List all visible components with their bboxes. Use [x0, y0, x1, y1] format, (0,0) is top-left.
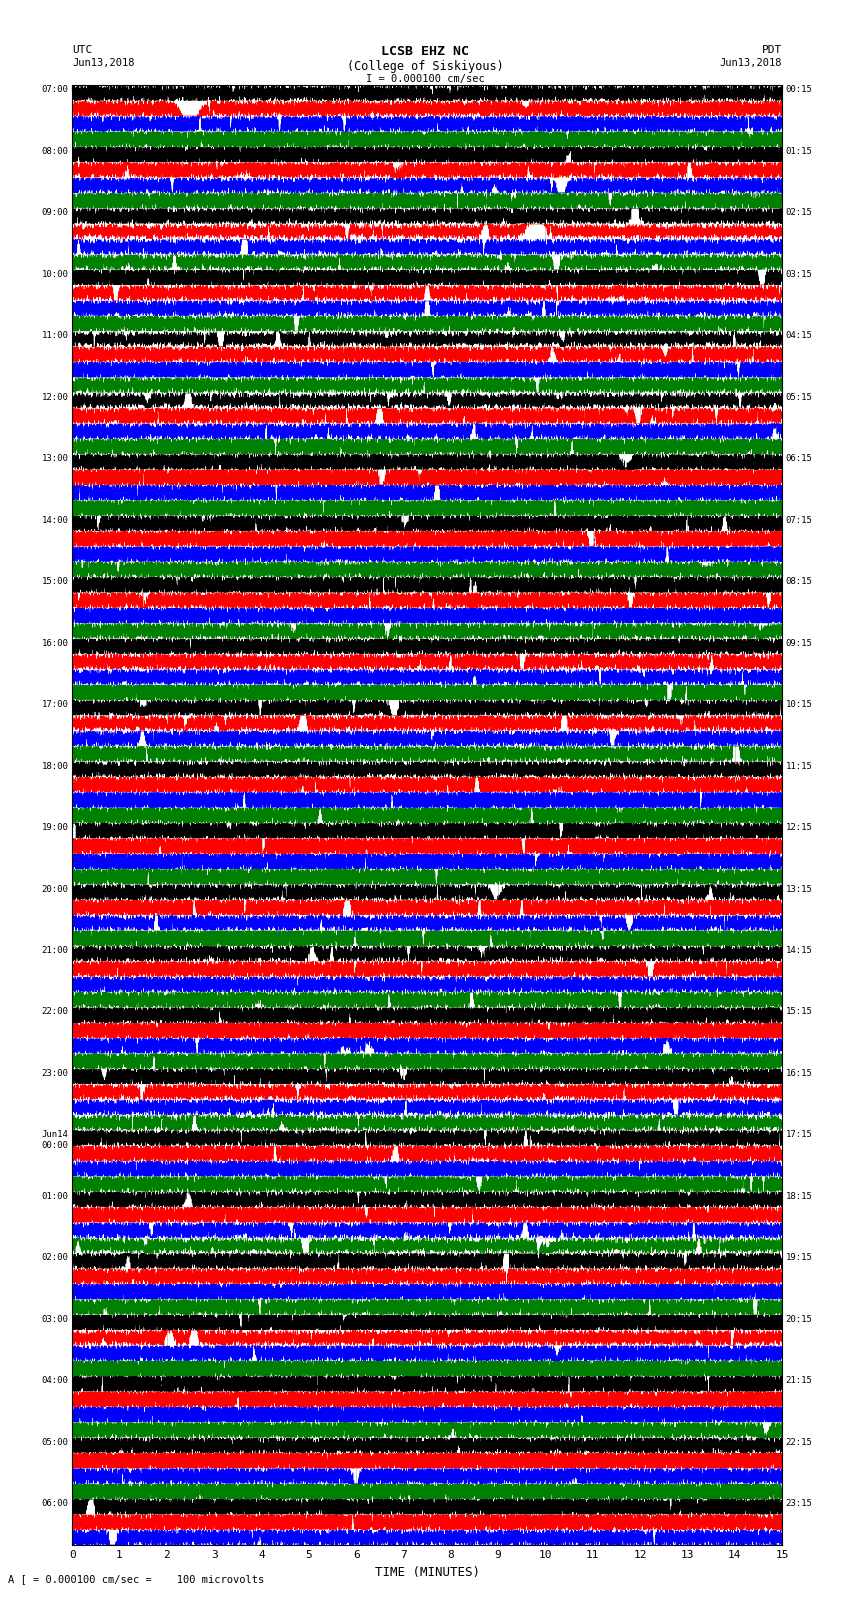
Text: A [ = 0.000100 cm/sec =    100 microvolts: A [ = 0.000100 cm/sec = 100 microvolts — [8, 1574, 264, 1584]
Text: 03:00: 03:00 — [42, 1315, 69, 1324]
Text: 23:15: 23:15 — [785, 1498, 813, 1508]
Text: 05:00: 05:00 — [42, 1437, 69, 1447]
Text: Jun13,2018: Jun13,2018 — [72, 58, 135, 68]
Text: 17:00: 17:00 — [42, 700, 69, 710]
Text: 07:00: 07:00 — [42, 85, 69, 95]
Text: 01:00: 01:00 — [42, 1192, 69, 1200]
Text: UTC: UTC — [72, 45, 93, 55]
Text: 19:00: 19:00 — [42, 823, 69, 832]
Text: 04:00: 04:00 — [42, 1376, 69, 1386]
Text: PDT: PDT — [762, 45, 782, 55]
Text: I = 0.000100 cm/sec: I = 0.000100 cm/sec — [366, 74, 484, 84]
Text: 02:00: 02:00 — [42, 1253, 69, 1263]
Text: 14:15: 14:15 — [785, 945, 813, 955]
Text: 09:15: 09:15 — [785, 639, 813, 648]
Text: 16:15: 16:15 — [785, 1069, 813, 1077]
Text: 02:15: 02:15 — [785, 208, 813, 218]
Text: 20:00: 20:00 — [42, 884, 69, 894]
Text: 10:00: 10:00 — [42, 269, 69, 279]
Text: 08:00: 08:00 — [42, 147, 69, 156]
Text: 21:15: 21:15 — [785, 1376, 813, 1386]
Text: 21:00: 21:00 — [42, 945, 69, 955]
Text: 15:00: 15:00 — [42, 577, 69, 586]
Text: 12:00: 12:00 — [42, 394, 69, 402]
Text: 03:15: 03:15 — [785, 269, 813, 279]
Text: 22:00: 22:00 — [42, 1008, 69, 1016]
Text: 11:15: 11:15 — [785, 761, 813, 771]
Text: 06:15: 06:15 — [785, 455, 813, 463]
Text: 18:15: 18:15 — [785, 1192, 813, 1200]
Text: 10:15: 10:15 — [785, 700, 813, 710]
Text: 04:15: 04:15 — [785, 331, 813, 340]
Text: 17:15: 17:15 — [785, 1131, 813, 1139]
Text: 09:00: 09:00 — [42, 208, 69, 218]
Text: 12:15: 12:15 — [785, 823, 813, 832]
Text: (College of Siskiyous): (College of Siskiyous) — [347, 60, 503, 73]
Text: 16:00: 16:00 — [42, 639, 69, 648]
Text: 06:00: 06:00 — [42, 1498, 69, 1508]
Text: 13:15: 13:15 — [785, 884, 813, 894]
Text: 05:15: 05:15 — [785, 394, 813, 402]
Text: 20:15: 20:15 — [785, 1315, 813, 1324]
Text: 22:15: 22:15 — [785, 1437, 813, 1447]
Text: 23:00: 23:00 — [42, 1069, 69, 1077]
X-axis label: TIME (MINUTES): TIME (MINUTES) — [375, 1566, 479, 1579]
Text: LCSB EHZ NC: LCSB EHZ NC — [381, 45, 469, 58]
Text: 01:15: 01:15 — [785, 147, 813, 156]
Text: 18:00: 18:00 — [42, 761, 69, 771]
Text: 07:15: 07:15 — [785, 516, 813, 524]
Text: Jun13,2018: Jun13,2018 — [719, 58, 782, 68]
Text: 13:00: 13:00 — [42, 455, 69, 463]
Text: Jun14
00:00: Jun14 00:00 — [42, 1131, 69, 1150]
Text: 14:00: 14:00 — [42, 516, 69, 524]
Text: 11:00: 11:00 — [42, 331, 69, 340]
Text: 08:15: 08:15 — [785, 577, 813, 586]
Text: 15:15: 15:15 — [785, 1008, 813, 1016]
Text: 19:15: 19:15 — [785, 1253, 813, 1263]
Text: 00:15: 00:15 — [785, 85, 813, 95]
